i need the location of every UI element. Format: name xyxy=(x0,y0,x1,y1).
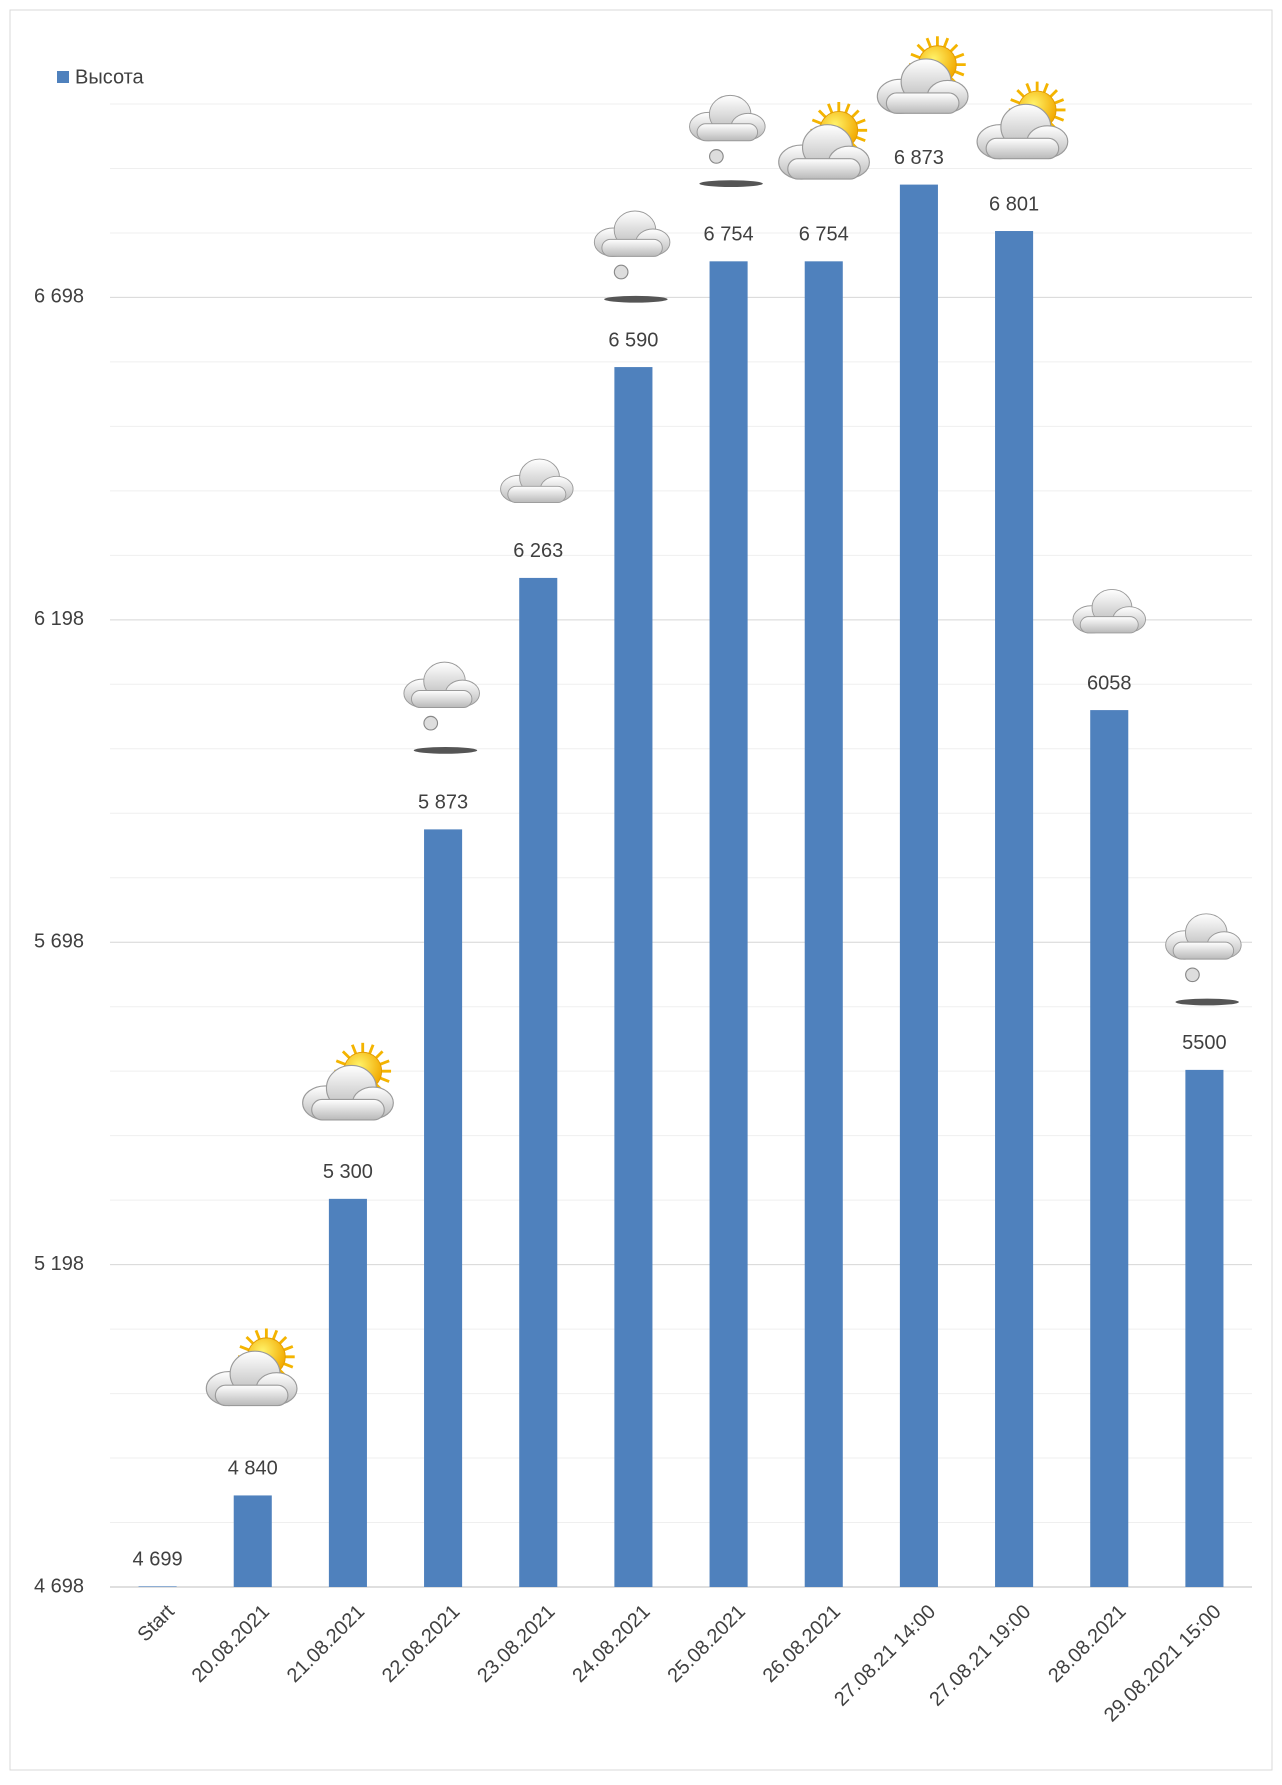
data-label: 6 754 xyxy=(799,224,849,246)
bar xyxy=(328,1198,367,1587)
data-label: 6 801 xyxy=(989,193,1039,215)
cloud-icon xyxy=(1072,588,1146,634)
bar xyxy=(1185,1069,1224,1587)
data-label: 5 300 xyxy=(323,1161,373,1183)
bar xyxy=(1090,710,1129,1587)
x-tick-label: 25.08.2021 xyxy=(664,1601,750,1687)
x-tick-label: Start xyxy=(133,1600,179,1646)
y-tick-label: 5 198 xyxy=(34,1253,84,1275)
data-label: 4 840 xyxy=(228,1458,278,1480)
sun-cloud-icon xyxy=(778,100,870,180)
x-tick-label: 27.08.21 19:00 xyxy=(925,1601,1035,1711)
snow-icon xyxy=(593,210,671,303)
data-label: 4 699 xyxy=(133,1549,183,1571)
bar xyxy=(995,231,1034,1587)
legend-label: Высота xyxy=(75,66,145,88)
bar xyxy=(804,261,843,1588)
snow-icon xyxy=(688,94,766,188)
sun-cloud-icon xyxy=(976,80,1069,160)
legend-swatch xyxy=(57,71,69,83)
sun-cloud-icon xyxy=(876,34,969,114)
sun-cloud-icon xyxy=(302,1041,394,1121)
data-label: 5 873 xyxy=(418,792,468,814)
y-tick-label: 4 698 xyxy=(34,1575,84,1597)
bar xyxy=(899,184,938,1588)
x-tick-label: 21.08.2021 xyxy=(283,1601,369,1687)
x-tick-label: 28.08.2021 xyxy=(1044,1601,1130,1687)
x-tick-label: 20.08.2021 xyxy=(188,1601,274,1687)
snow-icon xyxy=(403,661,481,754)
sun-cloud-icon xyxy=(205,1327,298,1407)
data-label: 6058 xyxy=(1087,672,1132,694)
y-tick-label: 6 698 xyxy=(34,286,84,308)
bar xyxy=(709,261,748,1588)
legend: Высота xyxy=(57,66,145,88)
cloud-icon xyxy=(500,458,574,504)
x-tick-label: 24.08.2021 xyxy=(568,1601,654,1687)
bar xyxy=(138,1586,177,1587)
bar xyxy=(519,577,558,1587)
y-tick-label: 6 198 xyxy=(34,608,84,630)
x-tick-label: 23.08.2021 xyxy=(473,1601,559,1687)
data-label: 5500 xyxy=(1182,1032,1227,1054)
data-label: 6 263 xyxy=(513,540,563,562)
data-label: 6 590 xyxy=(608,329,658,351)
snow-icon xyxy=(1165,913,1242,1006)
y-tick-label: 5 698 xyxy=(34,930,84,952)
border xyxy=(9,9,1273,1771)
x-tick-label: 27.08.21 14:00 xyxy=(830,1601,940,1711)
bar xyxy=(233,1495,272,1587)
bar xyxy=(424,829,463,1587)
weather-icons xyxy=(205,34,1242,1407)
bar xyxy=(614,367,653,1587)
data-label: 6 754 xyxy=(704,224,754,246)
x-tick-label: 26.08.2021 xyxy=(759,1601,845,1687)
x-tick-label: 22.08.2021 xyxy=(378,1601,464,1687)
data-label: 6 873 xyxy=(894,147,944,169)
